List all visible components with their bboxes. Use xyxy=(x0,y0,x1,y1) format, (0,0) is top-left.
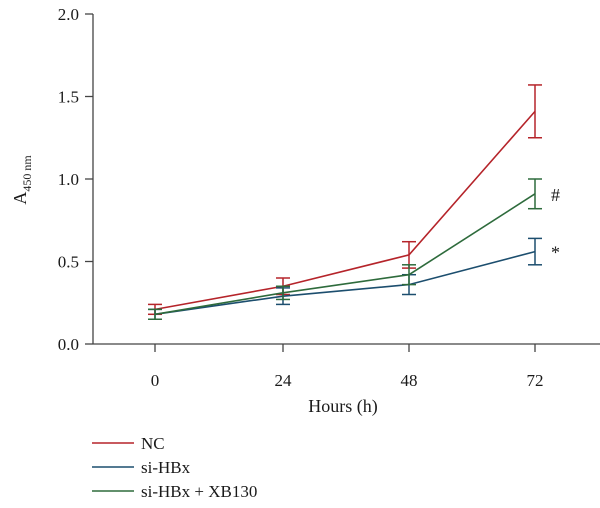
legend-item: si-HBx xyxy=(92,458,191,477)
legend-label: si-HBx xyxy=(141,458,191,477)
x-tick-label: 24 xyxy=(275,371,293,390)
annotation-layer: #* xyxy=(551,185,560,263)
series-nc xyxy=(148,84,542,316)
significance-marker: * xyxy=(551,243,560,263)
y-axis-title: A450 nm xyxy=(10,155,34,205)
legend-label: NC xyxy=(141,434,165,453)
series-line xyxy=(154,110,536,311)
y-tick-label: 1.5 xyxy=(58,88,79,107)
legend-item: si-HBx + XB130 xyxy=(92,482,257,501)
legend-label: si-HBx + XB130 xyxy=(141,482,257,501)
series-line xyxy=(154,250,536,316)
series-si-hbx xyxy=(148,237,542,320)
axes: 0.0 0.5 1.0 1.5 2.0 0 24 48 72 xyxy=(58,5,600,390)
series-si-hbx-xb130 xyxy=(148,178,542,320)
svg-text:A450 nm: A450 nm xyxy=(10,155,34,205)
y-tick-label: 1.0 xyxy=(58,170,79,189)
x-tick-label: 48 xyxy=(401,371,418,390)
y-tick-label: 0.5 xyxy=(58,253,79,272)
series-line xyxy=(154,193,536,316)
y-axis-title-sub: 450 nm xyxy=(20,155,34,192)
series-layer xyxy=(148,84,542,320)
x-tick-label: 0 xyxy=(151,371,160,390)
significance-marker: # xyxy=(551,185,560,205)
y-tick-label: 0.0 xyxy=(58,335,79,354)
y-axis-title-main: A xyxy=(10,192,30,205)
y-tick-label: 2.0 xyxy=(58,5,79,24)
x-axis-title: Hours (h) xyxy=(308,396,378,417)
legend-item: NC xyxy=(92,434,165,453)
legend: NC si-HBx si-HBx + XB130 xyxy=(92,434,257,501)
x-tick-label: 72 xyxy=(527,371,544,390)
